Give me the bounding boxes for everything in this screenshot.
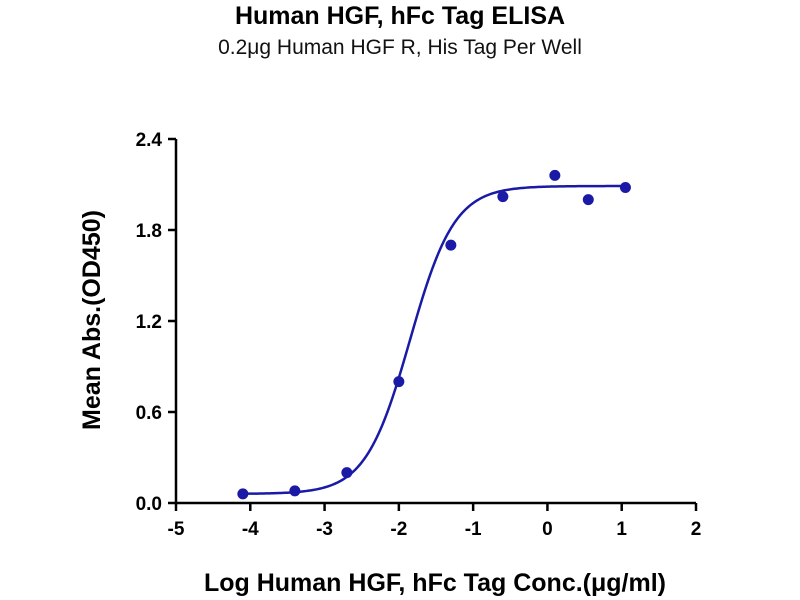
y-tick-label: 1.2 [136,312,162,333]
data-point [341,467,353,479]
y-axis-title: Mean Abs.(OD450) [78,210,106,430]
data-point [619,182,631,194]
x-tick-label: 2 [691,519,702,540]
x-tick-label: -3 [316,519,333,540]
x-axis-title: Log Human HGF, hFc Tag Conc.(μg/ml) [204,569,666,597]
data-point [582,194,594,206]
x-tick-label: -4 [242,519,259,540]
y-tick-label: 0.0 [136,494,162,515]
data-point [289,485,301,497]
data-point [393,376,405,388]
y-tick-label: 2.4 [136,130,163,151]
fit-curve-layer [242,184,626,495]
data-point [445,239,457,251]
data-point [497,191,509,203]
x-tick-label: -1 [465,519,482,540]
x-tick-label: -5 [168,519,185,540]
x-tick-label: -2 [390,519,407,540]
fit-curve [242,184,626,495]
data-point [549,169,561,181]
chart-title: Human HGF, hFc Tag ELISA [234,2,566,30]
y-tick-label: 1.8 [136,221,162,242]
y-tick-label: 0.6 [136,403,162,424]
x-tick-label: 0 [542,519,553,540]
chart-subtitle: 0.2μg Human HGF R, His Tag Per Well [218,36,582,59]
data-point [237,488,249,500]
data-points-layer [237,169,631,500]
x-tick-label: 1 [616,519,627,540]
axes: 0.0 0.6 1.2 1.8 2.4 -5 -4 -3 -2 -1 0 1 2 [136,130,702,540]
